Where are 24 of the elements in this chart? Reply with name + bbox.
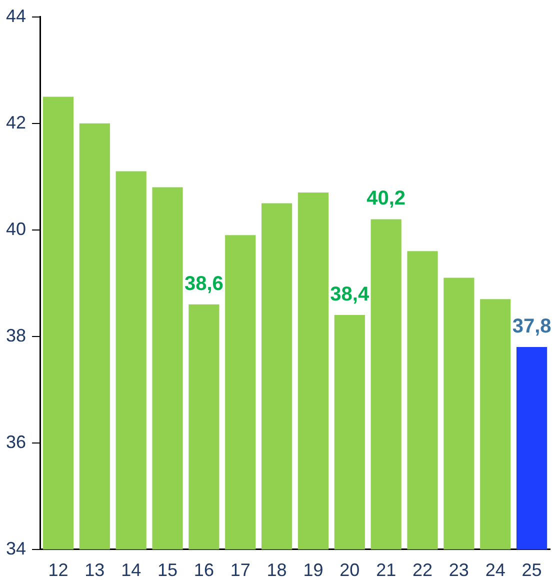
x-tick-label: 13 — [84, 560, 105, 580]
data-label: 40,2 — [366, 188, 406, 210]
x-tick-label: 21 — [376, 560, 396, 580]
x-tick-label: 15 — [158, 560, 178, 580]
x-tick-label: 17 — [230, 560, 250, 580]
x-tick-label: 22 — [412, 560, 433, 580]
data-label: 38,4 — [330, 284, 370, 306]
x-tick-label: 19 — [303, 560, 324, 580]
x-tick-label: 14 — [121, 560, 142, 580]
x-tick-label: 12 — [48, 560, 68, 580]
x-tick-label: 18 — [266, 560, 287, 580]
y-tick-label: 36 — [6, 432, 26, 452]
y-tick-label: 44 — [6, 6, 26, 26]
y-tick-label: 40 — [6, 218, 26, 239]
data-label: 37,8 — [512, 316, 552, 338]
x-tick-label: 24 — [485, 560, 506, 580]
y-tick-label: 38 — [6, 325, 26, 346]
x-tick-label: 25 — [522, 560, 542, 580]
x-tick-label: 20 — [340, 560, 360, 580]
x-tick-label: 16 — [194, 560, 214, 580]
x-tick-label: 23 — [448, 560, 469, 580]
y-tick-label: 34 — [6, 538, 26, 558]
y-tick-label: 42 — [6, 112, 26, 132]
data-label: 38,6 — [184, 272, 224, 295]
